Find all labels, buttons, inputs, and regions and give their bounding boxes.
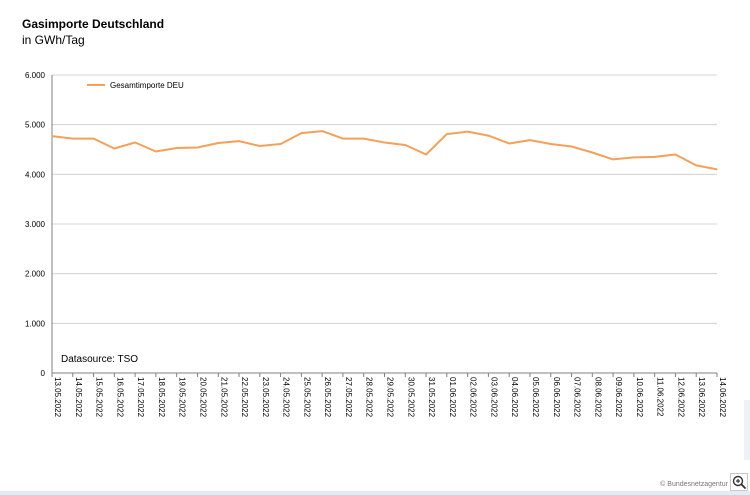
data-point	[176, 147, 178, 149]
x-tick-label: 05.06.2022	[531, 377, 540, 418]
x-tick-label: 12.06.2022	[676, 377, 685, 418]
data-point	[508, 142, 510, 145]
x-tick-label: 24.05.2022	[282, 377, 291, 418]
data-point	[259, 145, 261, 147]
x-tick-label: 18.05.2022	[157, 377, 166, 418]
chart-subtitle: in GWh/Tag	[22, 33, 85, 47]
x-tick-label: 08.06.2022	[593, 377, 602, 418]
data-point	[591, 151, 593, 154]
data-point	[383, 141, 386, 144]
y-tick-label: 0	[41, 369, 46, 378]
data-point	[238, 140, 240, 142]
data-point	[300, 132, 302, 134]
x-tick-label: 31.05.2022	[427, 377, 436, 418]
x-tick-label: 10.06.2022	[635, 377, 644, 418]
x-tick-label: 02.06.2022	[469, 377, 478, 418]
x-tick-label: 29.05.2022	[386, 377, 395, 418]
zoom-in-icon	[732, 475, 746, 489]
x-tick-label: 23.05.2022	[261, 377, 270, 418]
data-point	[217, 142, 219, 144]
data-point	[612, 158, 614, 161]
x-tick-label: 06.06.2022	[552, 377, 561, 418]
x-tick-label: 28.05.2022	[365, 377, 374, 418]
data-point	[633, 156, 635, 159]
x-tick-label: 11.06.2022	[656, 377, 665, 417]
x-tick-label: 19.05.2022	[178, 377, 187, 418]
data-point	[446, 133, 448, 135]
data-point	[425, 153, 427, 156]
data-point	[695, 164, 697, 166]
x-tick-label: 09.06.2022	[614, 377, 623, 418]
data-point	[570, 145, 573, 148]
data-point	[654, 156, 656, 158]
x-tick-label: 03.06.2022	[489, 377, 498, 418]
series-line	[51, 130, 718, 171]
copyright-note: © Bundesnetzagentur	[660, 481, 728, 488]
data-point	[550, 143, 552, 145]
x-tick-label: 07.06.2022	[573, 377, 582, 418]
data-point	[113, 147, 115, 150]
data-point	[72, 137, 74, 140]
data-point	[404, 144, 406, 146]
x-tick-label: 25.05.2022	[302, 377, 311, 418]
data-point	[92, 137, 95, 140]
data-point	[487, 134, 490, 137]
x-tick-label: 04.06.2022	[510, 377, 519, 418]
data-point	[134, 141, 136, 144]
y-tick-label: 2.000	[25, 270, 46, 279]
x-tick-label: 22.05.2022	[240, 377, 249, 418]
x-tick-label: 13.05.2022	[53, 377, 62, 418]
data-point	[529, 139, 531, 141]
data-point	[196, 146, 199, 149]
side-scroll-strip	[744, 400, 750, 460]
data-point	[716, 168, 718, 170]
chart-title: Gasimporte Deutschland	[22, 17, 165, 31]
x-tick-label: 14.06.2022	[718, 377, 727, 418]
x-tick-label: 21.05.2022	[219, 377, 228, 418]
data-point	[51, 135, 53, 137]
x-tick-label: 20.05.2022	[198, 377, 207, 418]
bottom-scroll-strip	[0, 491, 750, 495]
y-tick-label: 5.000	[25, 121, 46, 130]
x-tick-label: 16.05.2022	[115, 377, 124, 418]
x-tick-label: 13.06.2022	[697, 377, 706, 418]
y-tick-label: 3.000	[25, 220, 46, 229]
data-point	[674, 153, 677, 156]
data-point	[279, 143, 282, 145]
data-point	[155, 150, 157, 153]
data-point	[363, 137, 365, 140]
x-tick-label: 14.05.2022	[74, 377, 83, 418]
data-source-note: Datasource: TSO	[61, 354, 138, 365]
x-tick-label: 01.06.2022	[448, 377, 457, 418]
x-tick-label: 15.05.2022	[95, 377, 104, 418]
y-tick-label: 1.000	[25, 319, 46, 328]
data-point	[467, 131, 469, 133]
data-point	[342, 137, 344, 140]
x-tick-label: 26.05.2022	[323, 377, 332, 418]
data-point	[321, 130, 323, 132]
y-tick-label: 6.000	[25, 71, 46, 80]
y-tick-label: 4.000	[25, 170, 46, 179]
x-tick-label: 30.05.2022	[406, 377, 415, 418]
x-tick-label: 17.05.2022	[136, 377, 145, 418]
legend-label: Gesamtimporte DEU	[110, 81, 184, 90]
zoom-button[interactable]	[730, 473, 748, 491]
x-tick-label: 27.05.2022	[344, 377, 353, 418]
